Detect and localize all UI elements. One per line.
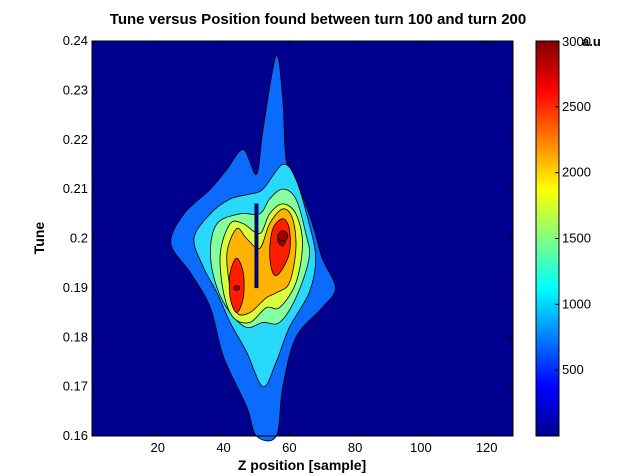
colorbar-tick-label: 500	[562, 362, 584, 377]
y-tick-label: 0.17	[63, 379, 88, 394]
x-tick-label: 100	[410, 440, 432, 455]
plot-area: 20 40 60 80 100 120 0.160.170.180.190.20.210.…	[63, 33, 514, 455]
colorbar-tick-label: 2000	[562, 165, 591, 180]
y-axis-ticks: 0.16 0.17 0.18 0.19 0.2 0.21 0.22 0.23 0.24	[63, 33, 513, 443]
y-tick-label: 0.22	[63, 132, 88, 147]
x-tick-label: 60	[282, 440, 296, 455]
y-axis-label: Tune	[31, 222, 47, 255]
colorbar-tick-label: 3000	[562, 34, 591, 49]
x-axis-label: Z position [sample]	[238, 457, 366, 473]
y-tick-label: 0.23	[63, 82, 88, 97]
colorbar-tick-label: 1000	[562, 296, 591, 311]
colorbar-tick-label: 2500	[562, 99, 591, 114]
y-tick-label: 0.19	[63, 280, 88, 295]
y-tick-label: 0.21	[63, 181, 88, 196]
x-tick-label: 40	[216, 440, 230, 455]
x-axis-ticks: 20 40 60 80 100 120	[151, 41, 498, 455]
x-tick-label: 80	[348, 440, 362, 455]
x-tick-label: 20	[151, 440, 165, 455]
y-tick-label: 0.16	[63, 428, 88, 443]
y-tick-label: 0.2	[70, 231, 88, 246]
contour-regions	[170, 55, 336, 442]
colorbar-tick-label: 1500	[562, 231, 591, 246]
peak-marker	[233, 284, 241, 291]
y-tick-label: 0.24	[63, 33, 88, 48]
colorbar: 500 1000 1500 2000 2500 3000 a.u	[535, 34, 601, 437]
colorbar-ticks: 500 1000 1500 2000 2500 3000	[555, 34, 591, 377]
colorbar-unit-label: a.u	[582, 34, 601, 49]
peak-marker	[277, 230, 289, 242]
y-tick-label: 0.18	[63, 329, 88, 344]
chart-title: Tune versus Position found between turn …	[110, 11, 526, 28]
x-tick-label: 120	[476, 440, 498, 455]
contour-notch	[254, 203, 259, 289]
